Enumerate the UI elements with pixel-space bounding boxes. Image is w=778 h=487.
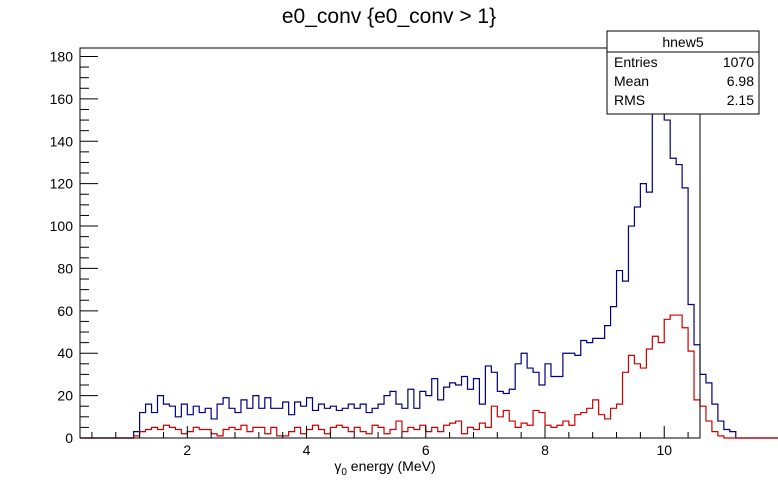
y-tick-label: 60 xyxy=(57,303,73,319)
y-tick-label: 80 xyxy=(57,260,73,276)
stats-rms-value: 2.15 xyxy=(727,92,754,108)
stats-entries-value: 1070 xyxy=(723,54,754,70)
x-tick-label: 4 xyxy=(303,442,311,458)
x-tick-label: 10 xyxy=(656,442,672,458)
stats-rms-label: RMS xyxy=(614,92,645,108)
plot-frame xyxy=(79,47,701,439)
stats-mean-label: Mean xyxy=(614,73,649,89)
x-axis-title-text: energy (MeV) xyxy=(347,458,436,474)
x-axis-title: γ0 energy (MeV) xyxy=(334,458,435,478)
x-axis-title-subscript: 0 xyxy=(341,467,347,478)
x-tick-label: 6 xyxy=(422,442,430,458)
chart-title: e0_conv {e0_conv > 1} xyxy=(282,5,496,28)
stats-entries-label: Entries xyxy=(614,54,658,70)
stats-box: hnew5 Entries 1070 Mean 6.98 RMS 2.15 xyxy=(606,30,760,115)
y-tick-label: 0 xyxy=(65,430,73,446)
y-tick-label: 120 xyxy=(50,176,74,192)
x-tick-label: 8 xyxy=(541,442,549,458)
stats-box-frame xyxy=(606,30,760,115)
stats-box-name: hnew5 xyxy=(662,34,703,50)
x-tick-label: 2 xyxy=(183,442,191,458)
y-tick-label: 160 xyxy=(50,91,74,107)
histogram-series-2 xyxy=(80,314,778,439)
stats-mean-value: 6.98 xyxy=(727,73,754,89)
y-tick-label: 140 xyxy=(50,133,74,149)
y-tick-label: 40 xyxy=(57,345,73,361)
y-tick-label: 180 xyxy=(50,48,74,64)
y-tick-label: 100 xyxy=(50,218,74,234)
y-tick-label: 20 xyxy=(57,388,73,404)
x-axis-title-symbol: γ xyxy=(334,458,341,474)
